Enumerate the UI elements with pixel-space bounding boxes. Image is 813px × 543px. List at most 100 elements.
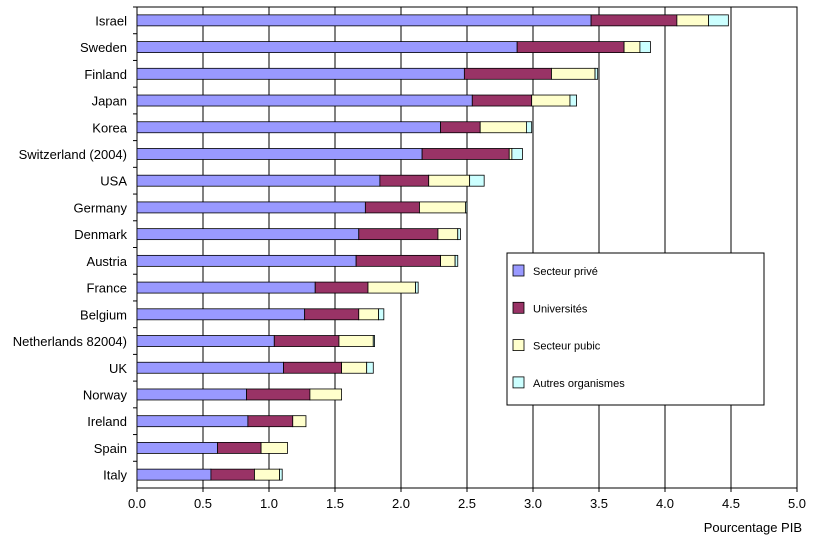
x-tick-label: 2.5 [458,496,476,511]
category-label: UK [109,361,127,376]
bar-segment [623,41,641,53]
bar-segment [440,121,481,134]
bar-segment [136,41,518,53]
bar-segment [136,94,473,107]
category-label: Spain [94,441,127,456]
category-label: Switzerland (2004) [19,147,127,162]
category-label: Finland [84,67,127,82]
bar-segment [260,442,288,454]
bar-segment [136,415,249,428]
bar-segment [304,308,360,321]
bars [136,14,729,481]
category-label: Denmark [74,227,127,242]
bar-segment [247,415,294,428]
bar-segment [136,121,442,134]
bar-segment [338,335,374,347]
x-tick-label: 2.0 [392,496,410,511]
bar-segment [511,148,523,160]
bar-segment [292,415,307,428]
bar-segment [355,254,441,267]
bar-segment [364,201,420,214]
bar-segment [594,67,599,80]
bar-segment [531,94,571,107]
bar-segment [136,468,212,481]
bar-segment [136,281,316,294]
legend-swatch [512,301,525,314]
bar-segment [136,67,465,80]
bar-segment [341,361,368,374]
bar-segment [457,228,461,241]
bar-segment [676,14,709,27]
bar-segment [415,281,419,294]
category-label: France [87,281,127,296]
bar-segment [551,67,596,80]
category-label: Ireland [87,414,127,429]
bar-segment [136,201,366,214]
bar-segment [273,335,340,347]
bar-segment [590,14,678,27]
bar-segment [454,254,459,267]
bar-segment [372,335,375,347]
category-label: Belgium [80,307,127,322]
bar-segment [639,41,651,53]
legend-swatch [512,339,525,352]
bar-segment [366,361,374,374]
legend-box [506,252,765,406]
category-label: USA [100,174,127,189]
x-tick-label: 0.5 [194,496,212,511]
x-tick-label: 3.0 [524,496,542,511]
category-label: Norway [83,387,128,402]
bar-segment [358,228,439,241]
x-tick-label: 4.5 [722,496,740,511]
bar-segment [428,174,471,187]
bar-segment [463,67,552,80]
x-tick-label: 1.0 [260,496,278,511]
bar-segment [279,468,283,481]
bar-segment [210,468,255,481]
bar-segment [136,14,592,27]
bar-segment [569,94,577,107]
x-tick-label: 3.5 [590,496,608,511]
bar-segment [136,308,306,321]
bar-segment [309,388,343,401]
category-label: Netherlands 82004) [13,334,127,349]
bar-segment [471,94,533,107]
bar-segment [254,468,280,481]
bar-segment [217,442,262,454]
bar-segment [419,201,467,214]
bar-segment [136,442,218,454]
category-label: Israel [95,13,127,28]
bar-segment [379,174,430,187]
bar-segment [136,228,360,241]
legend-label: Secteur pubic [533,341,601,353]
category-label: Sweden [80,40,127,55]
x-tick-label: 4.0 [656,496,674,511]
bar-segment [516,41,625,53]
bar-segment [358,308,379,321]
bar-segment [136,388,247,401]
category-label: Italy [103,468,127,483]
bar-segment [136,361,284,374]
category-label: Austria [87,254,128,269]
bar-segment [469,174,485,187]
legend-label: Autres organismes [533,378,625,390]
bar-segment [367,281,416,294]
axes: 0.0 0.5 1.0 1.5 2.0 2.5 3.0 3.5 4.0 4.5 5.0 Pourcen… [13,6,806,535]
bar-segment [437,228,459,241]
bar-segment [283,361,342,374]
x-tick-label: 1.5 [326,496,344,511]
bar-segment [440,254,456,267]
legend-swatch [512,264,525,277]
category-label: Germany [74,200,128,215]
bar-segment [246,388,311,401]
x-axis-label: Pourcentage PIB [704,520,802,535]
bar-segment [378,308,385,321]
x-tick-label: 5.0 [788,496,806,511]
category-label: Japan [92,94,127,109]
bar-segment [136,148,423,160]
bar-segment [136,174,381,187]
bar-segment [479,121,527,134]
bar-segment [465,201,468,214]
